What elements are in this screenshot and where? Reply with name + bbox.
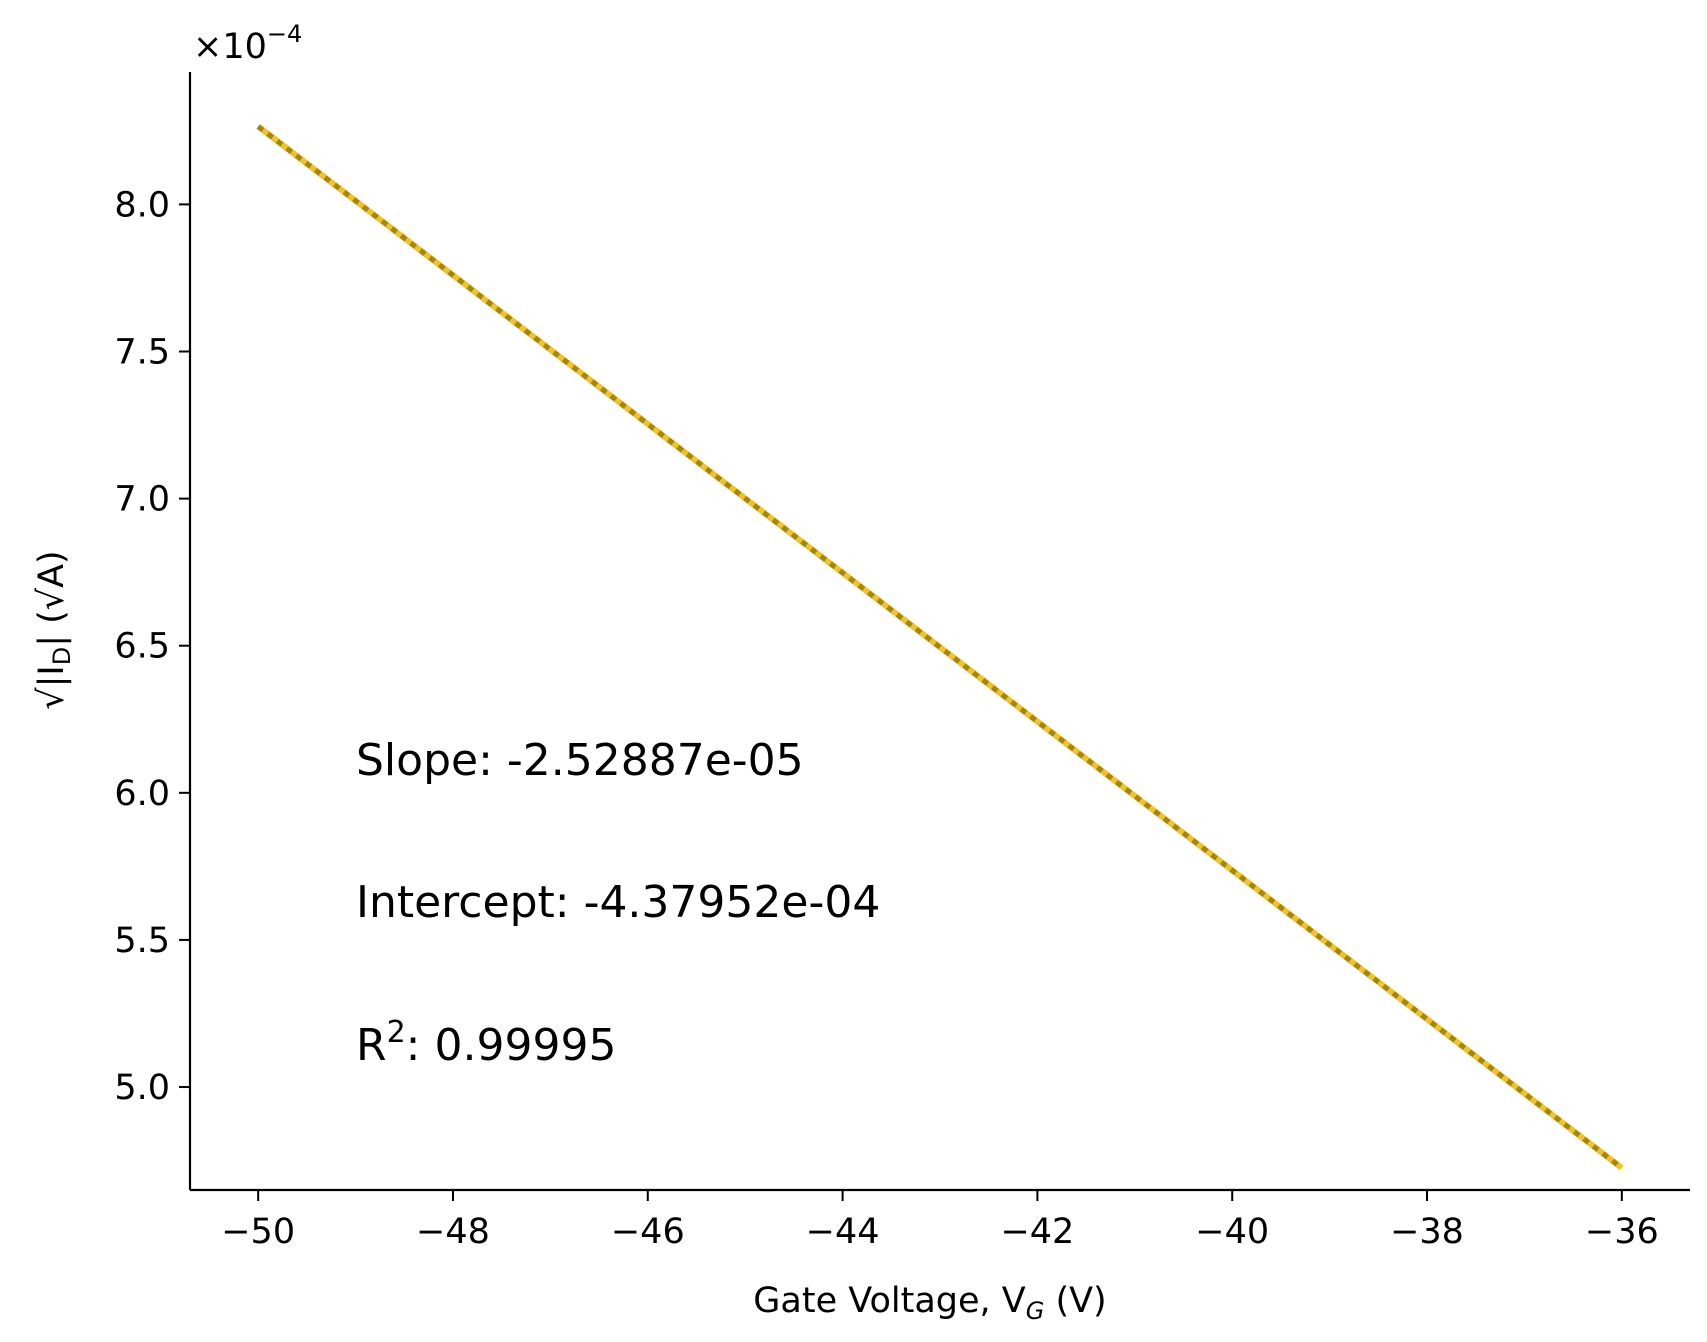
y-tick-label: 5.5 (114, 921, 170, 961)
x-ticks: −50 −48 −46 −44 −42 −40 −38 −36 (221, 1190, 1659, 1252)
y-tick-label: 7.0 (114, 480, 170, 520)
r-squared-annotation: R2: 0.99995 (356, 1015, 616, 1071)
x-tick-label: −50 (221, 1212, 295, 1252)
x-tick-label: −36 (1585, 1212, 1659, 1252)
y-tick-label: 8.0 (114, 185, 170, 225)
x-tick-label: −44 (806, 1212, 880, 1252)
y-ticks: 5.0 5.5 6.0 6.5 7.0 7.5 8.0 (114, 185, 190, 1108)
y-tick-label: 7.5 (114, 333, 170, 373)
x-tick-label: −46 (611, 1212, 685, 1252)
x-tick-label: −42 (1000, 1212, 1074, 1252)
series-lines (256, 124, 1624, 1171)
y-axis-multiplier: ×10−4 (193, 20, 302, 67)
x-axis-title: Gate Voltage, VG (V) (753, 1281, 1106, 1325)
x-tick-label: −40 (1195, 1212, 1269, 1252)
y-tick-label: 6.0 (114, 774, 170, 814)
fit-line-dotted (256, 124, 1624, 1170)
y-axis-title: √|ID| (√A) (32, 550, 76, 709)
axes-spines (188, 72, 1690, 1192)
y-tick-label: 6.5 (114, 627, 170, 667)
y-tick-label: 5.0 (114, 1068, 170, 1108)
intercept-annotation: Intercept: -4.37952e-04 (356, 877, 880, 928)
x-tick-label: −38 (1390, 1212, 1464, 1252)
x-tick-label: −48 (416, 1212, 490, 1252)
slope-annotation: Slope: -2.52887e-05 (356, 735, 804, 786)
